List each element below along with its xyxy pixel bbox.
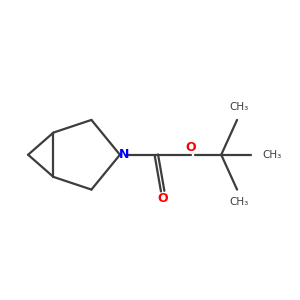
Text: CH₃: CH₃	[262, 150, 282, 160]
Text: CH₃: CH₃	[229, 197, 248, 208]
Text: O: O	[158, 192, 168, 205]
Text: O: O	[186, 141, 196, 154]
Text: CH₃: CH₃	[229, 102, 248, 112]
Text: N: N	[118, 148, 129, 161]
